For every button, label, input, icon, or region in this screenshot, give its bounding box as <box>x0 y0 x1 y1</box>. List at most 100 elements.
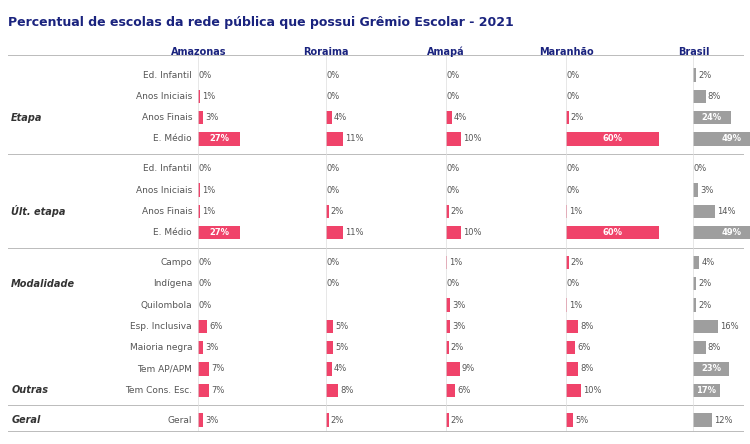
Text: 0%: 0% <box>446 164 460 173</box>
Text: Anos Iniciais: Anos Iniciais <box>136 186 192 194</box>
Text: 8%: 8% <box>580 322 594 331</box>
Text: 14%: 14% <box>717 207 736 216</box>
Text: Esp. Inclusiva: Esp. Inclusiva <box>130 322 192 331</box>
Bar <box>326 132 343 146</box>
Text: 3%: 3% <box>452 301 466 309</box>
Text: 0%: 0% <box>326 186 340 194</box>
Text: 8%: 8% <box>580 365 594 373</box>
Bar <box>566 341 574 354</box>
Bar <box>693 298 696 312</box>
Text: 6%: 6% <box>457 386 470 395</box>
Bar <box>198 132 240 146</box>
Text: 0%: 0% <box>326 279 340 288</box>
Bar <box>693 90 706 103</box>
Bar <box>198 183 200 197</box>
Text: 0%: 0% <box>566 164 580 173</box>
Bar <box>326 362 332 376</box>
Text: Geral: Geral <box>11 415 40 425</box>
Text: 1%: 1% <box>202 92 215 101</box>
Bar <box>198 90 200 103</box>
Text: 4%: 4% <box>454 113 467 122</box>
Text: Indígena: Indígena <box>153 279 192 288</box>
Text: 5%: 5% <box>335 343 349 352</box>
Text: 0%: 0% <box>446 279 460 288</box>
Text: 3%: 3% <box>452 322 466 331</box>
Bar <box>198 341 202 354</box>
Text: 2%: 2% <box>698 301 712 309</box>
Bar <box>566 384 581 397</box>
Text: 12%: 12% <box>714 416 733 424</box>
Bar <box>446 320 450 333</box>
Text: 27%: 27% <box>209 135 229 143</box>
Bar <box>566 256 568 269</box>
Bar <box>693 384 719 397</box>
Text: 5%: 5% <box>335 322 349 331</box>
Text: 2%: 2% <box>451 343 464 352</box>
Text: 10%: 10% <box>584 386 602 395</box>
Text: 9%: 9% <box>462 365 475 373</box>
Text: 2%: 2% <box>571 113 584 122</box>
Text: 0%: 0% <box>326 92 340 101</box>
Text: Anos Iniciais: Anos Iniciais <box>136 92 192 101</box>
Text: 16%: 16% <box>720 322 739 331</box>
Text: Geral: Geral <box>167 416 192 424</box>
Bar <box>566 320 578 333</box>
Text: 4%: 4% <box>334 113 347 122</box>
Text: 0%: 0% <box>446 186 460 194</box>
Text: 0%: 0% <box>199 301 212 309</box>
Bar <box>446 205 448 218</box>
Text: Anos Finais: Anos Finais <box>142 113 192 122</box>
Bar <box>693 132 750 146</box>
Text: Roraima: Roraima <box>304 47 349 57</box>
Text: E. Médio: E. Médio <box>153 135 192 143</box>
Bar <box>566 413 573 427</box>
Text: Amapá: Amapá <box>427 47 465 57</box>
Text: Anos Finais: Anos Finais <box>142 207 192 216</box>
Bar <box>198 111 202 124</box>
Text: Brasil: Brasil <box>678 47 710 57</box>
Bar <box>566 132 659 146</box>
Bar <box>446 111 452 124</box>
Bar <box>198 362 209 376</box>
Text: 3%: 3% <box>205 343 218 352</box>
Bar <box>693 341 706 354</box>
Text: Ed. Infantil: Ed. Infantil <box>143 164 192 173</box>
Text: E. Médio: E. Médio <box>153 228 192 237</box>
Text: Modalidade: Modalidade <box>11 279 75 289</box>
Bar <box>566 298 567 312</box>
Text: Maranhão: Maranhão <box>539 47 593 57</box>
Text: 0%: 0% <box>446 71 460 79</box>
Text: 2%: 2% <box>451 207 464 216</box>
Bar <box>693 277 696 290</box>
Text: 49%: 49% <box>722 228 741 237</box>
Text: Outras: Outras <box>11 385 48 395</box>
Bar <box>566 205 567 218</box>
Text: 2%: 2% <box>451 416 464 424</box>
Text: Etapa: Etapa <box>11 113 43 123</box>
Text: 24%: 24% <box>702 113 721 122</box>
Text: 7%: 7% <box>211 386 224 395</box>
Bar <box>326 205 328 218</box>
Bar <box>693 320 718 333</box>
Text: Tem AP/APM: Tem AP/APM <box>137 365 192 373</box>
Text: 2%: 2% <box>698 71 712 79</box>
Text: 23%: 23% <box>701 365 721 373</box>
Text: 11%: 11% <box>345 135 364 143</box>
Text: 10%: 10% <box>464 228 482 237</box>
Bar <box>198 320 207 333</box>
Text: 2%: 2% <box>698 279 712 288</box>
Bar <box>446 341 448 354</box>
Bar <box>198 413 202 427</box>
Text: 1%: 1% <box>202 207 215 216</box>
Text: Maioria negra: Maioria negra <box>130 343 192 352</box>
Text: 0%: 0% <box>199 279 212 288</box>
Text: 0%: 0% <box>199 164 212 173</box>
Text: 4%: 4% <box>701 258 715 267</box>
Text: 17%: 17% <box>696 386 716 395</box>
Text: 4%: 4% <box>334 365 347 373</box>
Text: 60%: 60% <box>602 228 622 237</box>
Bar <box>446 413 448 427</box>
Text: 11%: 11% <box>345 228 364 237</box>
Text: 0%: 0% <box>326 164 340 173</box>
Bar <box>693 183 698 197</box>
